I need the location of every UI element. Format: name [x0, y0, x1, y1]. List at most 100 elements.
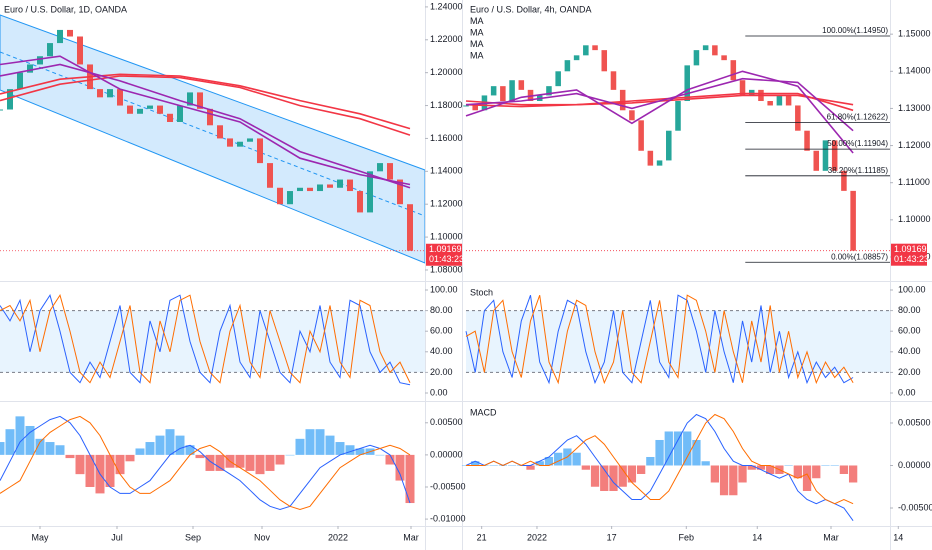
- candle: [666, 130, 672, 161]
- histogram-bar: [664, 431, 673, 466]
- y-tick-label: 1.12000: [898, 140, 931, 150]
- price-tag-timer: 01:43:23: [429, 254, 464, 264]
- indicator-line: [0, 415, 411, 511]
- candle: [287, 191, 293, 205]
- histogram-bar: [145, 442, 155, 455]
- pane-title: Euro / U.S. Dollar, 1D, OANDA: [4, 4, 127, 14]
- y-tick-label: 1.10000: [898, 214, 931, 224]
- histogram-bar: [812, 465, 821, 479]
- fib-label: 0.00%(1.08857): [831, 252, 888, 261]
- price-tag-value: 1.09169: [429, 244, 462, 254]
- x-tick-label: 17: [607, 532, 617, 542]
- histogram-bar: [590, 465, 600, 487]
- candle: [822, 140, 829, 171]
- candle: [795, 105, 801, 131]
- candle: [227, 138, 233, 147]
- y-tick-label: 0.00500: [898, 417, 931, 427]
- candle: [47, 43, 53, 57]
- candle: [721, 55, 727, 61]
- candle: [712, 45, 718, 56]
- candle: [147, 105, 153, 109]
- price-tag-value: 1.09169: [894, 244, 927, 254]
- candle: [257, 138, 263, 164]
- histogram-bar: [305, 429, 315, 455]
- histogram-bar: [75, 454, 85, 475]
- indicator-line: [465, 70, 854, 154]
- histogram-bar: [738, 465, 747, 483]
- y-tick-label: 40.00: [898, 346, 921, 356]
- histogram-bar: [636, 465, 646, 474]
- candle: [77, 36, 83, 65]
- histogram-bar: [35, 438, 45, 455]
- histogram-bar: [609, 465, 618, 491]
- candle: [0, 109, 3, 111]
- histogram-bar: [45, 442, 55, 455]
- candle: [317, 184, 323, 192]
- candle: [472, 105, 478, 111]
- candle: [197, 92, 203, 109]
- histogram-bar: [719, 465, 729, 496]
- histogram-bar: [15, 416, 25, 455]
- histogram-bar: [385, 454, 395, 465]
- y-tick-label: 100.00: [430, 284, 458, 294]
- histogram-bar: [683, 431, 692, 466]
- histogram-bar: [175, 435, 185, 455]
- x-tick-label: Mar: [403, 532, 419, 542]
- histogram-bar: [115, 454, 125, 475]
- candle: [167, 113, 173, 122]
- indicator-line: [0, 63, 411, 189]
- x-tick-label: 21: [477, 532, 487, 542]
- price-tag: [891, 243, 927, 266]
- histogram-bar: [673, 431, 683, 466]
- y-tick-label: 40.00: [430, 346, 453, 356]
- pane-title: Stoch: [470, 287, 493, 297]
- histogram-bar: [554, 452, 563, 466]
- y-tick-label: 0.00: [898, 387, 916, 397]
- candle: [157, 105, 163, 114]
- histogram-bar: [325, 435, 335, 455]
- candle: [347, 179, 353, 192]
- candle: [739, 80, 746, 96]
- x-tick-label: May: [31, 532, 49, 542]
- histogram-bar: [395, 454, 405, 481]
- histogram-bar: [535, 461, 544, 466]
- y-tick-label: 1.12000: [430, 199, 463, 209]
- histogram-bar: [692, 439, 701, 466]
- y-tick-label: 1.11000: [898, 177, 930, 187]
- candle: [647, 150, 654, 166]
- indicator-line: [0, 75, 411, 136]
- histogram-bar: [600, 465, 609, 491]
- histogram-bar: [235, 454, 245, 468]
- y-tick-label: -0.00500: [898, 502, 932, 512]
- histogram-bar: [375, 454, 385, 456]
- candle: [546, 86, 552, 96]
- x-tick-label: 2022: [527, 532, 547, 542]
- histogram-bar: [710, 465, 720, 483]
- histogram-bar: [25, 425, 35, 455]
- histogram-bar: [655, 439, 664, 466]
- y-tick-label: 100.00: [898, 284, 926, 294]
- y-tick-label: 0.00500: [430, 417, 463, 427]
- candle: [107, 89, 113, 98]
- candle: [702, 45, 709, 51]
- candle: [684, 65, 690, 102]
- histogram-bar: [507, 465, 517, 466]
- histogram-bar: [756, 465, 766, 470]
- fib-label: 38.20%(1.11185): [828, 166, 889, 175]
- candle: [592, 45, 598, 51]
- fib-label: 100.00%(1.14950): [822, 26, 888, 35]
- histogram-bar: [245, 454, 255, 471]
- y-tick-label: 80.00: [430, 305, 453, 315]
- histogram-bar: [215, 454, 225, 471]
- candle: [307, 187, 313, 192]
- y-tick-label: 60.00: [430, 326, 453, 336]
- candle: [693, 50, 700, 66]
- histogram-bar: [0, 442, 5, 455]
- histogram-bar: [581, 465, 590, 470]
- y-tick-label: 1.22000: [430, 34, 463, 44]
- y-tick-label: 0.00: [430, 387, 448, 397]
- candle: [27, 64, 33, 73]
- legend-entry: MA: [470, 16, 484, 26]
